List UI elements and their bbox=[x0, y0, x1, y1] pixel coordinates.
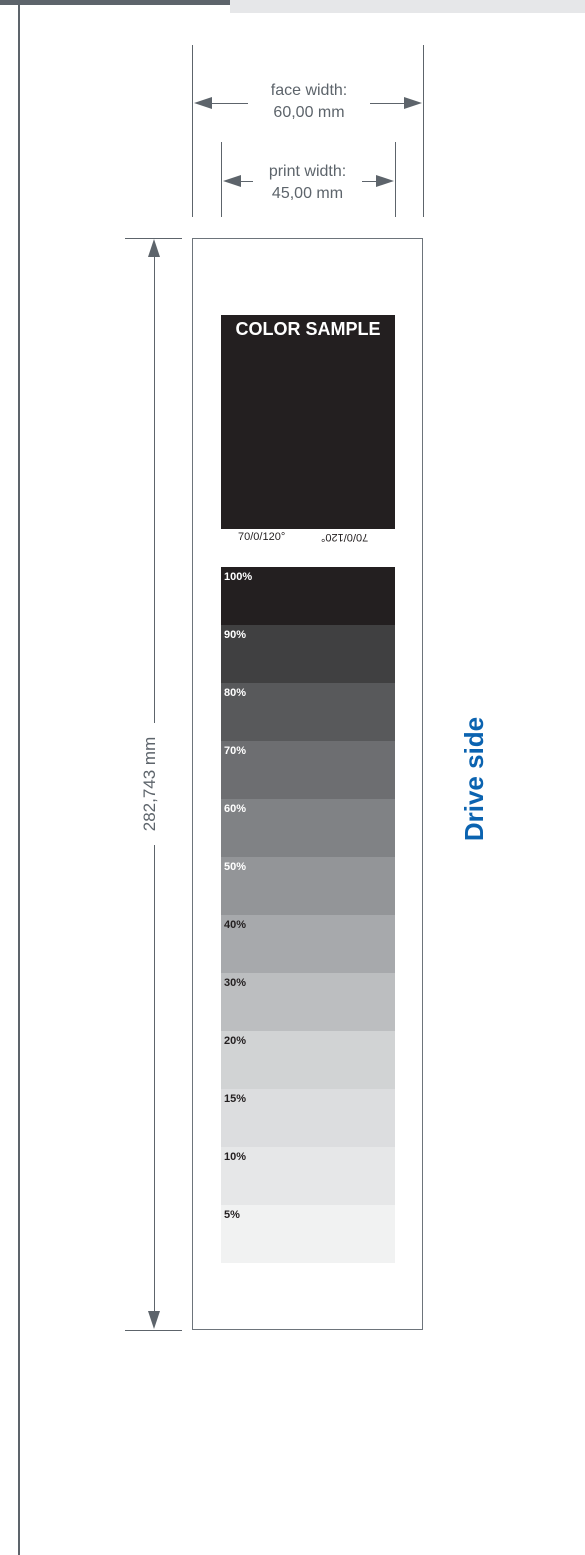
face-width-arrow-right bbox=[404, 97, 422, 109]
frame-top-border bbox=[0, 0, 230, 5]
print-width-extension-left bbox=[221, 142, 222, 217]
tint-swatch-label: 50% bbox=[224, 861, 247, 873]
height-extension-top bbox=[125, 238, 182, 239]
color-sample-code: 70/0/120° bbox=[238, 531, 286, 543]
tint-swatch: 5% bbox=[221, 1205, 395, 1263]
tint-swatch-label: 15% bbox=[224, 1093, 247, 1105]
tint-swatch: 60% bbox=[221, 799, 395, 857]
tint-swatch: 100% bbox=[221, 567, 395, 625]
face-width-line1: face width: bbox=[270, 82, 348, 99]
tint-swatch: 70% bbox=[221, 741, 395, 799]
drive-side-label: Drive side bbox=[459, 716, 489, 842]
tint-swatch: 20% bbox=[221, 1031, 395, 1089]
print-width-line1: print width: bbox=[268, 163, 347, 180]
face-width-line2: 60,00 mm bbox=[273, 104, 345, 121]
height-arrow-up bbox=[148, 239, 160, 257]
face-width-extension-right bbox=[423, 45, 424, 217]
print-width-arrow-right bbox=[376, 175, 394, 187]
tint-swatch-label: 30% bbox=[224, 977, 247, 989]
color-sample-code-mirrored: 70/0/120° bbox=[321, 531, 369, 543]
color-sample-title: COLOR SAMPLE bbox=[235, 319, 381, 339]
tint-swatch: 30% bbox=[221, 973, 395, 1031]
tint-swatch: 80% bbox=[221, 683, 395, 741]
tint-swatch-label: 100% bbox=[224, 571, 253, 583]
print-width-line2: 45,00 mm bbox=[271, 185, 344, 202]
height-dimension-label: 282,743 mm bbox=[139, 723, 161, 845]
frame-left-border bbox=[18, 0, 20, 1555]
tint-swatch: 50% bbox=[221, 857, 395, 915]
print-width-arrow-left bbox=[223, 175, 241, 187]
face-width-arrow-left bbox=[194, 97, 212, 109]
print-width-line-right bbox=[362, 181, 377, 182]
print-width-extension-right bbox=[395, 142, 396, 217]
tint-swatch-label: 60% bbox=[224, 803, 247, 815]
tint-swatch-label: 5% bbox=[224, 1209, 240, 1221]
face-width-label: face width: 60,00 mm bbox=[248, 80, 370, 124]
tint-swatch: 40% bbox=[221, 915, 395, 973]
tint-swatch-label: 90% bbox=[224, 629, 247, 641]
color-sample-swatch: COLOR SAMPLE bbox=[221, 315, 395, 529]
height-extension-bottom bbox=[125, 1330, 182, 1331]
tint-swatch: 10% bbox=[221, 1147, 395, 1205]
frame-top-band bbox=[230, 0, 585, 13]
print-width-label: print width: 45,00 mm bbox=[253, 161, 362, 205]
height-arrow-down bbox=[148, 1311, 160, 1329]
face-width-line-right bbox=[370, 103, 406, 104]
tint-swatch-label: 70% bbox=[224, 745, 247, 757]
tint-swatch: 90% bbox=[221, 625, 395, 683]
tint-swatch-label: 80% bbox=[224, 687, 247, 699]
tint-swatch: 15% bbox=[221, 1089, 395, 1147]
print-width-line-left bbox=[239, 181, 253, 182]
tint-swatch-label: 40% bbox=[224, 919, 247, 931]
face-width-line-left bbox=[210, 103, 248, 104]
tint-swatch-label: 20% bbox=[224, 1035, 247, 1047]
tint-swatch-label: 10% bbox=[224, 1151, 247, 1163]
face-width-extension-left bbox=[192, 45, 193, 217]
